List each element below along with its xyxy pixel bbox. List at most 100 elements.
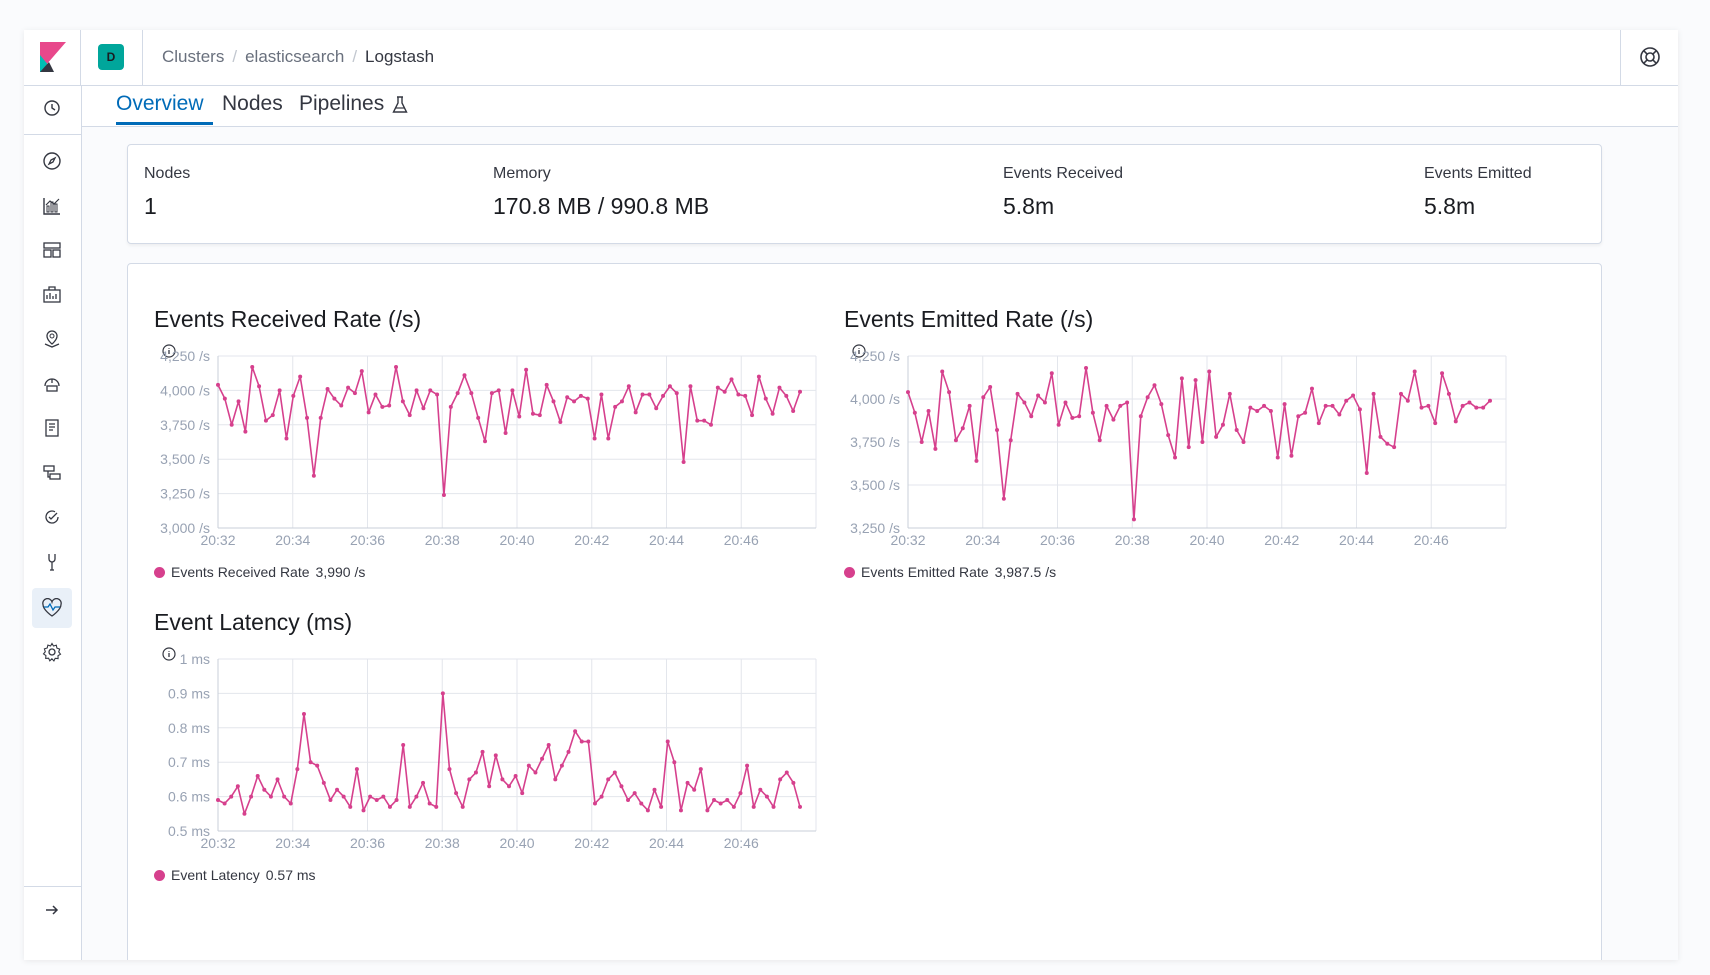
data-point xyxy=(318,415,323,420)
breadcrumb-elasticsearch[interactable]: elasticsearch xyxy=(245,47,345,66)
data-point xyxy=(496,388,501,393)
data-point xyxy=(1371,391,1376,396)
x-tick-label: 20:46 xyxy=(724,532,759,548)
chart-legend[interactable]: Events Emitted Rate 3,987.5 /s xyxy=(844,564,1056,580)
visualize-icon[interactable] xyxy=(40,194,64,218)
data-point xyxy=(311,473,316,478)
data-point xyxy=(394,365,399,370)
stat-value: 170.8 MB / 990.8 MB xyxy=(493,193,710,219)
stat-memory: Memory 170.8 MB / 990.8 MB xyxy=(493,165,709,220)
data-point xyxy=(1248,405,1253,410)
data-point xyxy=(1008,438,1013,443)
data-point xyxy=(665,739,670,744)
x-tick-label: 20:40 xyxy=(1189,532,1224,548)
info-icon[interactable] xyxy=(162,647,176,661)
help-icon[interactable] xyxy=(1638,45,1662,69)
data-point xyxy=(380,404,385,409)
data-point xyxy=(626,798,631,803)
uptime-icon[interactable] xyxy=(40,505,64,529)
data-point xyxy=(255,773,260,778)
tab-pipelines[interactable]: Pipelines xyxy=(299,92,385,115)
data-point xyxy=(1070,415,1075,420)
data-point xyxy=(1289,453,1294,458)
data-point xyxy=(352,391,357,396)
legend-dot-icon xyxy=(154,869,165,881)
chart-legend[interactable]: Events Received Rate 3,990 /s xyxy=(154,564,365,580)
space-avatar[interactable]: D xyxy=(98,44,124,70)
breadcrumb-separator: / xyxy=(232,47,238,66)
tab-nodes[interactable]: Nodes xyxy=(222,92,283,115)
data-point xyxy=(242,811,247,816)
data-point xyxy=(366,410,371,415)
data-point xyxy=(926,409,931,414)
summary-panel: Nodes 1 Memory 170.8 MB / 990.8 MB Event… xyxy=(127,144,1602,244)
info-icon[interactable] xyxy=(162,344,176,358)
top-header: D Clusters / elasticsearch / Logstash xyxy=(24,30,1678,86)
data-point xyxy=(288,801,293,806)
data-point xyxy=(640,392,645,397)
apm-icon[interactable] xyxy=(40,461,64,485)
stat-title: Events Emitted xyxy=(1424,165,1532,182)
info-icon[interactable] xyxy=(852,344,866,358)
data-point xyxy=(1241,440,1246,444)
stat-value: 5.8m xyxy=(1424,193,1476,219)
data-point xyxy=(1474,405,1479,410)
breadcrumb-clusters[interactable]: Clusters xyxy=(162,47,225,66)
discover-icon[interactable] xyxy=(40,149,64,173)
x-tick-label: 20:34 xyxy=(965,532,1000,548)
data-point xyxy=(462,373,467,378)
tab-overview[interactable]: Overview xyxy=(116,92,204,115)
dev-tools-icon[interactable] xyxy=(40,550,64,574)
data-point xyxy=(533,770,538,775)
chart-svg[interactable]: 4,250 /s 4,000 /s 3,750 /s 3,500 /s 3,250 /s… xyxy=(154,344,824,584)
data-point xyxy=(493,753,498,758)
data-point xyxy=(339,403,344,408)
canvas-icon[interactable] xyxy=(40,283,64,307)
x-tick-label: 20:46 xyxy=(724,835,759,851)
data-point xyxy=(674,391,679,396)
monitoring-icon[interactable] xyxy=(40,596,64,620)
data-point xyxy=(325,387,330,392)
data-point xyxy=(1152,383,1157,388)
data-point xyxy=(1207,369,1212,374)
side-nav xyxy=(24,86,82,960)
dashboard-icon[interactable] xyxy=(40,238,64,262)
data-point xyxy=(906,390,910,395)
stat-title: Nodes xyxy=(144,165,191,182)
data-point xyxy=(559,763,564,768)
data-point xyxy=(573,729,578,734)
data-point xyxy=(361,808,366,813)
data-point xyxy=(652,787,657,792)
chart-events-emitted-rate: Events Emitted Rate (/s) 4,250 /s 4,000 /… xyxy=(844,306,1514,596)
data-point xyxy=(685,780,690,785)
data-point xyxy=(565,395,570,400)
chart-title: Events Received Rate (/s) xyxy=(154,306,421,358)
management-gear-icon[interactable] xyxy=(40,640,64,664)
data-point xyxy=(738,791,743,796)
logs-icon[interactable] xyxy=(40,416,64,440)
data-point xyxy=(540,756,545,761)
beaker-icon xyxy=(392,96,408,113)
y-tick-label: 3,750 /s xyxy=(160,417,210,433)
data-point xyxy=(510,388,515,393)
legend-series-value: 0.57 ms xyxy=(265,867,316,883)
data-point xyxy=(725,798,730,803)
chart-svg[interactable]: 4,250 /s 4,000 /s 3,750 /s 3,500 /s 3,250 /s… xyxy=(844,344,1514,584)
chart-legend[interactable]: Event Latency 0.57 ms xyxy=(154,867,316,883)
data-point xyxy=(736,392,741,397)
infrastructure-icon[interactable] xyxy=(40,372,64,396)
data-point xyxy=(407,804,412,809)
x-tick-label: 20:42 xyxy=(574,835,609,851)
expand-nav-arrow-icon[interactable] xyxy=(40,898,64,922)
kibana-logo-icon[interactable] xyxy=(40,42,66,72)
maps-icon[interactable] xyxy=(40,327,64,351)
data-point xyxy=(236,399,241,404)
x-tick-label: 20:44 xyxy=(649,532,684,548)
data-point xyxy=(619,784,624,789)
data-point xyxy=(695,418,700,423)
y-tick-label: 3,250 /s xyxy=(850,520,900,536)
recently-viewed-clock-icon[interactable] xyxy=(40,96,64,120)
data-point xyxy=(912,410,917,415)
stat-title: Events Received xyxy=(1003,165,1124,182)
